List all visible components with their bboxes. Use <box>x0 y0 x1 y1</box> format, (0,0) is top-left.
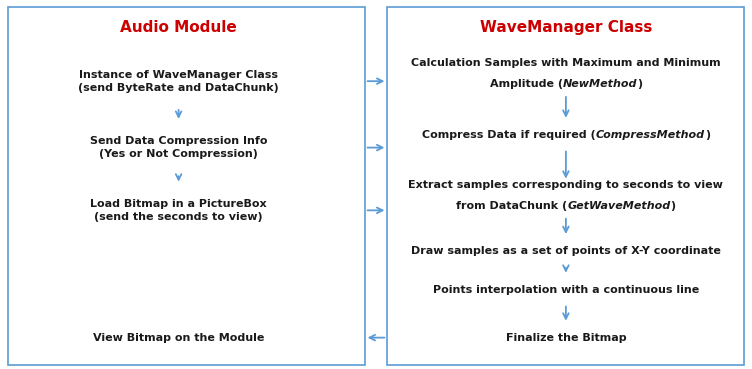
Text: Calculation Samples with Maximum and Minimum: Calculation Samples with Maximum and Min… <box>411 58 720 69</box>
Text: WaveManager Class: WaveManager Class <box>480 20 652 35</box>
Text: from DataChunk (: from DataChunk ( <box>456 201 567 211</box>
Text: ): ) <box>705 130 710 140</box>
Text: ): ) <box>671 201 675 211</box>
Text: Audio Module: Audio Module <box>120 20 237 35</box>
Text: Draw samples as a set of points of X-Y coordinate: Draw samples as a set of points of X-Y c… <box>411 246 721 256</box>
Text: Amplitude (: Amplitude ( <box>490 79 562 89</box>
Text: View Bitmap on the Module: View Bitmap on the Module <box>93 332 264 343</box>
Text: GetWaveMethod: GetWaveMethod <box>567 201 671 211</box>
Text: Extract samples corresponding to seconds to view: Extract samples corresponding to seconds… <box>408 180 723 190</box>
Text: Load Bitmap in a PictureBox
(send the seconds to view): Load Bitmap in a PictureBox (send the se… <box>90 199 267 222</box>
Text: NewMethod: NewMethod <box>562 79 637 89</box>
FancyBboxPatch shape <box>8 7 365 365</box>
Text: CompressMethod: CompressMethod <box>596 130 705 140</box>
FancyBboxPatch shape <box>387 7 744 365</box>
Text: ): ) <box>637 79 642 89</box>
Text: Points interpolation with a continuous line: Points interpolation with a continuous l… <box>432 284 699 295</box>
Text: Send Data Compression Info
(Yes or Not Compression): Send Data Compression Info (Yes or Not C… <box>89 136 268 159</box>
Text: Instance of WaveManager Class
(send ByteRate and DataChunk): Instance of WaveManager Class (send Byte… <box>78 70 279 93</box>
Text: Compress Data if required (: Compress Data if required ( <box>422 130 596 140</box>
Text: Finalize the Bitmap: Finalize the Bitmap <box>505 332 626 343</box>
